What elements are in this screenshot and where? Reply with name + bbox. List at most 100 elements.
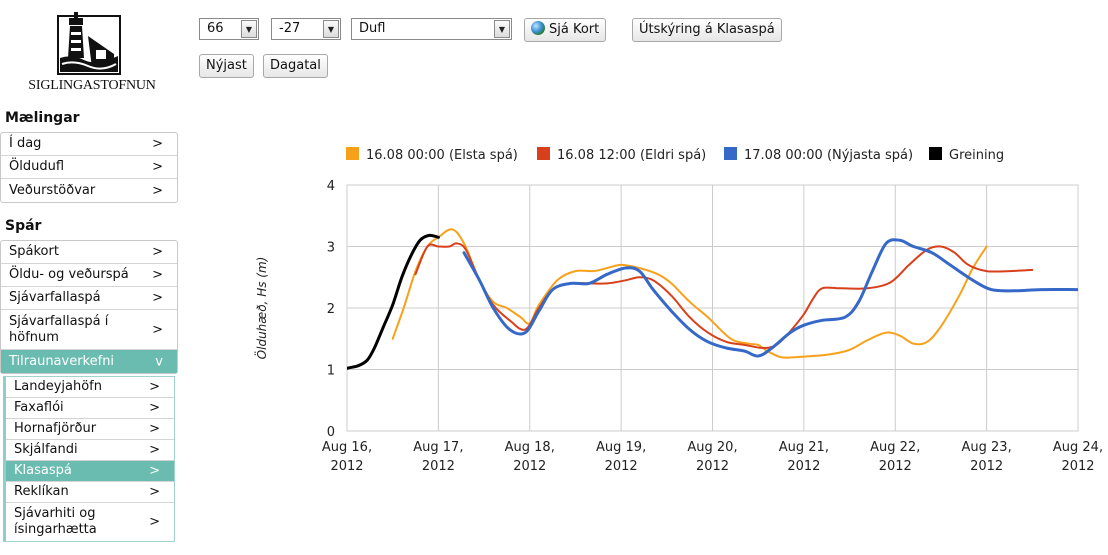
- legend-swatch: [929, 147, 942, 160]
- series-line-0: [391, 228, 988, 359]
- chevron-down-icon: ▼: [494, 20, 510, 38]
- forecasts-menu: Spákort > Öldu- og veðurspá > Sjávarfallaspá…: [0, 240, 178, 374]
- measurement-menu-item-label: Veðurstöðvar: [9, 182, 96, 198]
- x-tick-label: 2012: [513, 459, 546, 474]
- forecast-menu-item-label: Sjávarfallaspá: [9, 290, 101, 305]
- experimental-submenu: Landeyjahöfn > Faxaflói > Hornafjörður > Skjál…: [3, 376, 175, 542]
- experimental-menu-item[interactable]: Hornafjörður >: [6, 419, 174, 440]
- y-axis-label: Ölduhæð, Hs (m): [253, 257, 269, 360]
- chevron-right-icon: >: [149, 514, 160, 530]
- experimental-menu-item[interactable]: Sjávarhiti og ísingarhætta >: [6, 503, 174, 541]
- forecast-menu-item[interactable]: Sjávarfallaspá >: [1, 287, 177, 310]
- newest-label: Nýjast: [206, 58, 247, 73]
- y-tick-label: 3: [327, 241, 335, 256]
- experimental-menu-item-label: Hornafjörður: [14, 421, 97, 436]
- forecast-menu-item[interactable]: Tilraunaverkefni v: [1, 350, 177, 373]
- measurements-menu: Í dag > Öldudufl > Veðurstöðvar >: [0, 132, 178, 203]
- series-line-2: [462, 238, 1078, 358]
- experimental-menu-item-label: Skjálfandi: [14, 442, 78, 457]
- series-line-3: [347, 233, 440, 370]
- chevron-right-icon: >: [149, 421, 160, 437]
- newest-button[interactable]: Nýjast: [199, 54, 254, 78]
- x-tick-label: Aug 20,: [687, 440, 737, 455]
- station-value: Dufl: [359, 21, 386, 36]
- x-tick-label: Aug 17,: [413, 440, 463, 455]
- wave-height-chart: 16.08 00:00 (Elsta spá) 16.08 12:00 (Eldr…: [250, 130, 1108, 551]
- brand-name: SIGLINGASTOFNUN: [28, 78, 156, 93]
- chevron-right-icon: >: [149, 442, 160, 458]
- chevron-down-icon: v: [155, 354, 163, 369]
- explanation-label: Útskýring á Klasaspá: [639, 22, 775, 37]
- x-tick-label: 2012: [1061, 459, 1094, 474]
- chevron-right-icon: >: [152, 267, 163, 283]
- experimental-menu-item[interactable]: Faxaflói >: [6, 398, 174, 419]
- x-tick-label: Aug 22,: [870, 440, 920, 455]
- forecast-menu-item-label: Öldu- og veðurspá: [9, 267, 129, 282]
- y-tick-label: 0: [327, 425, 335, 440]
- experimental-menu-item-label: Klasaspá: [14, 463, 72, 478]
- legend-swatch: [537, 147, 550, 160]
- chart-svg: 16.08 00:00 (Elsta spá) 16.08 12:00 (Eldr…: [253, 147, 1103, 474]
- measurement-menu-item[interactable]: Öldudufl >: [1, 156, 177, 179]
- measurement-menu-item[interactable]: Veðurstöðvar >: [1, 179, 177, 202]
- explanation-button[interactable]: Útskýring á Klasaspá: [632, 18, 782, 42]
- experimental-menu-item-label: Reklíkan: [14, 484, 69, 499]
- x-tick-label: Aug 23,: [962, 440, 1012, 455]
- legend-label: Greining: [949, 148, 1004, 163]
- x-tick-label: 2012: [605, 459, 638, 474]
- lat-value: 66: [207, 21, 224, 36]
- experimental-menu-item[interactable]: Skjálfandi >: [6, 440, 174, 461]
- x-tick-label: Aug 24,: [1053, 440, 1103, 455]
- logo[interactable]: SIGLINGASTOFNUN: [22, 10, 162, 98]
- legend-swatch: [346, 147, 359, 160]
- lat-select[interactable]: 66 ▼: [199, 18, 259, 40]
- show-map-button[interactable]: Sjá Kort: [524, 18, 607, 42]
- chevron-right-icon: >: [149, 463, 160, 479]
- chevron-right-icon: >: [152, 244, 163, 260]
- chevron-right-icon: >: [152, 183, 163, 198]
- chevron-right-icon: >: [152, 290, 163, 306]
- x-tick-label: Aug 19,: [596, 440, 646, 455]
- forecast-menu-item-label: Sjávarfallaspá í höfnum: [9, 313, 109, 345]
- y-tick-label: 2: [327, 302, 335, 317]
- chevron-down-icon: ▼: [241, 20, 257, 38]
- lon-select[interactable]: -27 ▼: [271, 18, 341, 40]
- y-tick-label: 4: [327, 179, 335, 194]
- legend-label: 17.08 00:00 (Nýjasta spá): [744, 148, 913, 163]
- forecasts-title: Spár: [5, 218, 42, 234]
- y-tick-label: 1: [327, 364, 335, 379]
- experimental-menu-item[interactable]: Reklíkan >: [6, 482, 174, 503]
- experimental-menu-item[interactable]: Klasaspá >: [6, 461, 174, 482]
- measurement-menu-item-label: Í dag: [9, 136, 42, 151]
- forecast-menu-item-label: Spákort: [9, 244, 59, 259]
- forecast-menu-item-label: Tilraunaverkefni: [9, 353, 115, 369]
- x-tick-label: Aug 21,: [779, 440, 829, 455]
- measurement-menu-item-label: Öldudufl: [9, 159, 65, 174]
- chevron-right-icon: >: [149, 379, 160, 395]
- chevron-right-icon: >: [152, 159, 163, 175]
- legend-label: 16.08 00:00 (Elsta spá): [366, 148, 518, 163]
- plot-area: [346, 184, 1079, 432]
- forecast-menu-item[interactable]: Spákort >: [1, 241, 177, 264]
- experimental-menu-item[interactable]: Landeyjahöfn >: [6, 377, 174, 398]
- chevron-right-icon: >: [149, 484, 160, 500]
- calendar-button[interactable]: Dagatal: [263, 54, 328, 78]
- experimental-menu-item-label: Landeyjahöfn: [14, 379, 102, 394]
- globe-icon: [531, 21, 545, 35]
- x-tick-label: Aug 18,: [505, 440, 555, 455]
- x-tick-label: 2012: [422, 459, 455, 474]
- lighthouse-logo-icon: [57, 12, 121, 75]
- forecast-menu-item[interactable]: Sjávarfallaspá í höfnum >: [1, 310, 177, 350]
- station-select[interactable]: Dufl ▼: [351, 18, 512, 40]
- lon-value: -27: [279, 21, 301, 36]
- chevron-right-icon: >: [152, 322, 163, 337]
- x-tick-label: Aug 16,: [322, 440, 372, 455]
- calendar-label: Dagatal: [270, 58, 321, 73]
- chevron-right-icon: >: [149, 400, 160, 416]
- legend-label: 16.08 12:00 (Eldri spá): [557, 148, 706, 163]
- x-tick-label: 2012: [879, 459, 912, 474]
- x-tick-label: 2012: [696, 459, 729, 474]
- forecast-menu-item[interactable]: Öldu- og veðurspá >: [1, 264, 177, 287]
- experimental-menu-item-label: Faxaflói: [14, 400, 64, 415]
- measurement-menu-item[interactable]: Í dag >: [1, 133, 177, 156]
